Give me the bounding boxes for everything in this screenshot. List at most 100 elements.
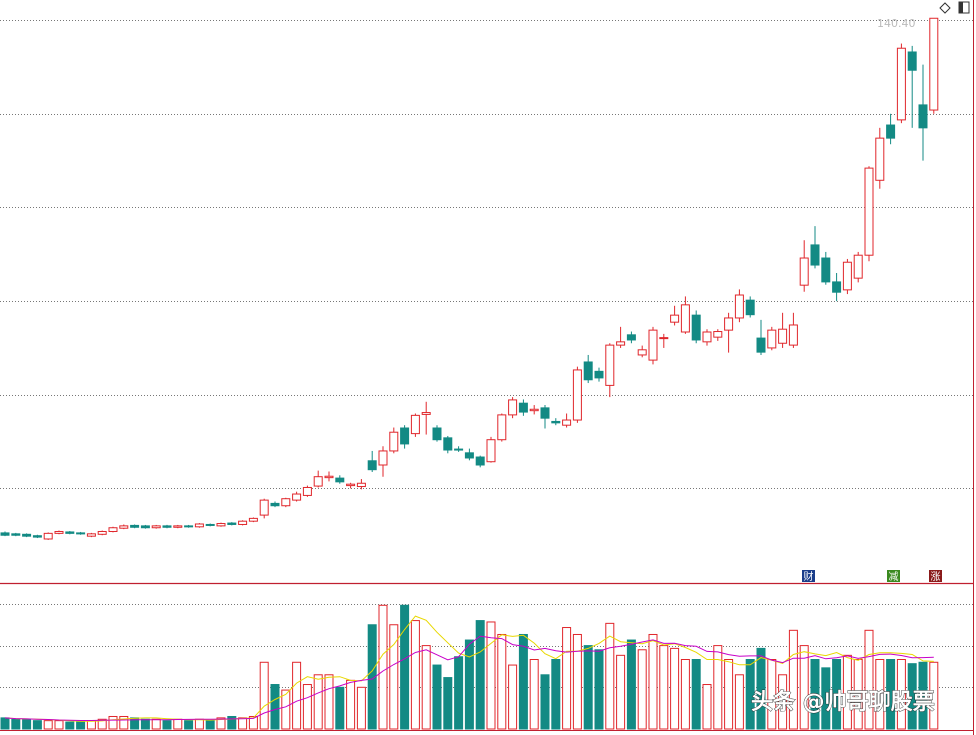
volume-bar [529,659,539,730]
candle-body [842,261,852,291]
volume-bar [756,647,766,730]
volume-bar [551,659,561,730]
volume-bar [421,645,431,730]
candle-body [32,535,42,538]
candle-body [551,420,561,424]
candle-body [378,450,388,466]
volume-bar [335,686,345,730]
volume-bar [454,656,464,730]
volume-bar [238,717,248,730]
candle-body [194,523,204,528]
volume-bar [724,659,734,730]
volume-bar [54,720,64,730]
volume-bar [302,684,312,730]
volume-bar [616,654,626,730]
volume-bar [788,629,798,730]
volume-bar [896,659,906,730]
candle-body [464,452,474,459]
candle-body [454,448,464,451]
tag-box[interactable] [887,570,900,582]
volume-bar [767,659,777,730]
volume-bar [907,663,917,730]
ma-line [4,615,934,722]
volume-bar [832,659,842,730]
candle-body [443,437,453,451]
volume-bar [184,720,194,730]
candle-body [313,476,323,487]
candle-body [259,499,269,516]
candle-body [65,531,75,534]
candle-body [572,369,582,421]
candle-body [832,281,842,293]
candle-body [54,530,64,534]
candle-body [151,525,161,529]
candle-body [475,456,485,466]
diamond-icon[interactable] [939,2,951,14]
candle-body [97,530,107,535]
tag[interactable]: 减 [889,571,899,583]
max-label: 140.40 [877,17,916,30]
candle-body [756,337,766,353]
volume-bar [367,624,377,730]
volume-bar [518,633,528,730]
candle-body [778,328,788,344]
candle-body [896,47,906,121]
candle-body [670,314,680,323]
volume-bar [605,622,615,730]
volume-bar [324,674,334,730]
candle-body [799,257,809,286]
candle-body [281,498,291,507]
candle-body [108,527,118,532]
candle-body [907,51,917,71]
volume-bar [389,624,399,730]
candle-body [389,431,399,452]
volume-bar [918,661,928,730]
candle-body [518,402,528,413]
candle-body [497,414,507,441]
volume-bar [810,659,820,730]
candle-body [767,329,777,349]
volume-bar [670,647,680,730]
volume-bar [270,684,280,730]
tag-box[interactable] [802,570,815,582]
candle-body [0,532,10,536]
candle-body [76,532,86,535]
volume-bar [875,659,885,730]
volume-bar [864,629,874,730]
volume-bar [259,661,269,730]
candle-body [745,299,755,316]
volume-bar [108,715,118,730]
candle-body [238,520,248,525]
volume-bar [853,659,863,730]
candle-body [11,533,21,536]
candle-body [616,341,626,346]
volume-bar [346,679,356,730]
candle-body [713,331,723,338]
box-icon-fill [959,2,963,13]
tag-box[interactable] [929,570,942,582]
volume-bar [713,645,723,730]
candle-body [410,414,420,435]
tag[interactable]: 财 [804,570,814,583]
volume-bar [0,717,10,730]
volume-bar [292,661,302,730]
volume-bar [32,720,42,730]
candle-body [810,244,820,266]
volume-bar [227,715,237,730]
volume-bar [540,674,550,730]
candle-body [248,517,258,522]
watermark: 头条 @帅哥聊股票 [751,689,935,715]
volume-bar [508,664,518,730]
candle-body [734,294,744,319]
volume-bar [637,649,647,730]
volume-bar [594,649,604,730]
volume-bar [76,721,86,730]
candle-body [302,486,312,496]
tag[interactable]: 涨 [931,571,941,583]
candle-body [918,104,928,129]
volume-bar [97,718,107,730]
volume-bar [778,674,788,730]
candle-body [486,439,496,463]
